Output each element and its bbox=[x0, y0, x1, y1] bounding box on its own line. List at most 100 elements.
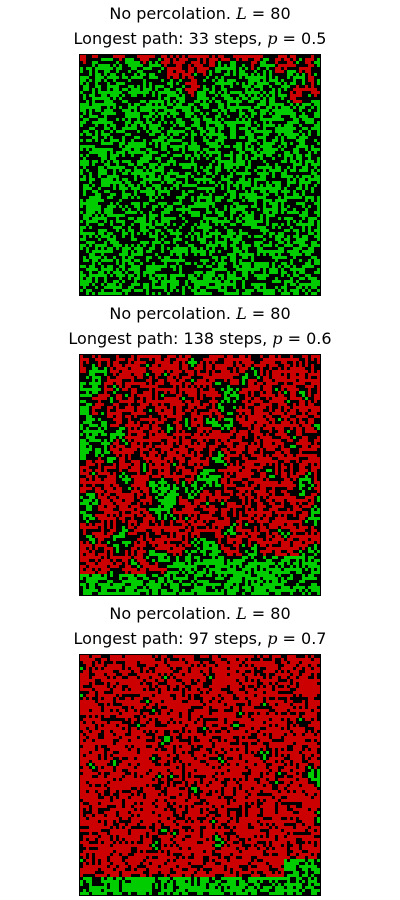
occupied-cell bbox=[302, 559, 305, 562]
occupied-cell bbox=[224, 532, 227, 535]
cluster-cell bbox=[305, 754, 311, 757]
occupied-cell bbox=[176, 88, 182, 91]
cluster-cell bbox=[179, 670, 188, 673]
occupied-cell bbox=[308, 859, 314, 862]
cluster-cell bbox=[215, 742, 230, 745]
occupied-cell bbox=[137, 244, 140, 247]
cluster-cell bbox=[236, 364, 242, 367]
occupied-cell bbox=[224, 193, 227, 196]
occupied-cell bbox=[218, 451, 221, 454]
occupied-cell bbox=[161, 115, 164, 118]
cluster-cell bbox=[302, 661, 320, 664]
cluster-cell bbox=[251, 772, 260, 775]
occupied-cell bbox=[104, 277, 107, 280]
occupied-cell bbox=[143, 274, 146, 277]
occupied-cell bbox=[284, 265, 290, 268]
occupied-cell bbox=[263, 886, 272, 889]
occupied-cell bbox=[113, 64, 116, 67]
cluster-cell bbox=[80, 817, 86, 820]
occupied-cell bbox=[92, 502, 98, 505]
occupied-cell bbox=[80, 115, 83, 118]
cluster-cell bbox=[98, 766, 101, 769]
occupied-cell bbox=[101, 178, 113, 181]
occupied-cell bbox=[308, 472, 311, 475]
cluster-cell bbox=[116, 382, 122, 385]
cluster-cell bbox=[203, 745, 212, 748]
cluster-cell bbox=[101, 862, 110, 865]
occupied-cell bbox=[83, 514, 92, 517]
cluster-cell bbox=[164, 469, 170, 472]
occupied-cell bbox=[158, 58, 161, 61]
cluster-cell bbox=[248, 448, 257, 451]
cluster-cell bbox=[104, 697, 113, 700]
cluster-cell bbox=[227, 541, 233, 544]
occupied-cell bbox=[281, 223, 284, 226]
cluster-cell bbox=[296, 85, 299, 88]
occupied-cell bbox=[230, 526, 233, 529]
occupied-cell bbox=[281, 532, 284, 535]
cluster-cell bbox=[155, 694, 170, 697]
cluster-cell bbox=[293, 505, 299, 508]
cluster-cell bbox=[122, 673, 128, 676]
occupied-cell bbox=[248, 553, 257, 556]
occupied-cell bbox=[131, 67, 137, 70]
cluster-cell bbox=[179, 829, 185, 832]
occupied-cell bbox=[158, 493, 164, 496]
occupied-cell bbox=[230, 577, 242, 580]
cluster-cell bbox=[92, 715, 95, 718]
cluster-cell bbox=[284, 775, 287, 778]
occupied-cell bbox=[80, 169, 83, 172]
cluster-cell bbox=[182, 715, 188, 718]
cluster-cell bbox=[248, 355, 251, 358]
cluster-cell bbox=[161, 844, 164, 847]
cluster-cell bbox=[287, 388, 299, 391]
cluster-cell bbox=[107, 526, 110, 529]
occupied-cell bbox=[251, 259, 254, 262]
cluster-cell bbox=[230, 430, 236, 433]
occupied-cell bbox=[311, 100, 320, 103]
cluster-cell bbox=[125, 688, 128, 691]
occupied-cell bbox=[275, 127, 296, 130]
occupied-cell bbox=[209, 475, 221, 478]
occupied-cell bbox=[86, 520, 89, 523]
cluster-cell bbox=[98, 394, 110, 397]
cluster-cell bbox=[146, 400, 182, 403]
cluster-cell bbox=[245, 364, 251, 367]
occupied-cell bbox=[281, 274, 284, 277]
occupied-cell bbox=[254, 184, 257, 187]
occupied-cell bbox=[287, 100, 290, 103]
occupied-cell bbox=[209, 253, 212, 256]
occupied-cell bbox=[275, 136, 278, 139]
occupied-cell bbox=[80, 388, 101, 391]
occupied-cell bbox=[188, 889, 221, 892]
cluster-cell bbox=[230, 688, 239, 691]
cluster-cell bbox=[143, 850, 146, 853]
cluster-cell bbox=[206, 730, 209, 733]
occupied-cell bbox=[278, 124, 281, 127]
cluster-cell bbox=[107, 490, 122, 493]
occupied-cell bbox=[302, 190, 305, 193]
occupied-cell bbox=[239, 193, 257, 196]
occupied-cell bbox=[278, 91, 281, 94]
occupied-cell bbox=[278, 226, 281, 229]
occupied-cell bbox=[182, 397, 185, 400]
cluster-cell bbox=[290, 367, 305, 370]
cluster-cell bbox=[200, 718, 203, 721]
occupied-cell bbox=[254, 589, 266, 592]
occupied-cell bbox=[311, 280, 320, 283]
occupied-cell bbox=[311, 514, 314, 517]
occupied-cell bbox=[80, 577, 83, 580]
occupied-cell bbox=[278, 154, 281, 157]
occupied-cell bbox=[230, 109, 236, 112]
cluster-cell bbox=[137, 766, 176, 769]
cluster-cell bbox=[116, 697, 119, 700]
occupied-cell bbox=[83, 94, 86, 97]
occupied-cell bbox=[95, 139, 98, 142]
cluster-cell bbox=[251, 391, 254, 394]
cluster-cell bbox=[269, 766, 278, 769]
occupied-cell bbox=[293, 76, 305, 79]
cluster-cell bbox=[122, 568, 137, 571]
cluster-cell bbox=[215, 673, 227, 676]
occupied-cell bbox=[251, 580, 254, 583]
cluster-cell bbox=[236, 541, 242, 544]
